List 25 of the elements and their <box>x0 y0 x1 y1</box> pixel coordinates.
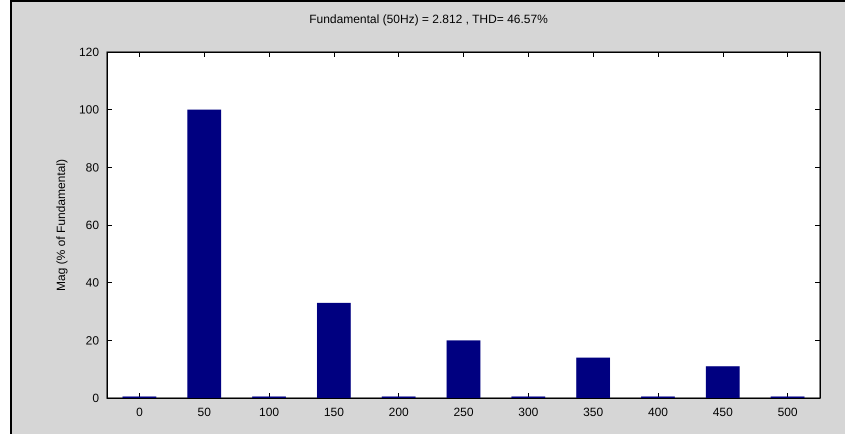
x-tick-label: 0 <box>136 405 144 419</box>
bar <box>446 340 480 398</box>
x-tick-label: 250 <box>453 405 474 419</box>
y-tick-label: 0 <box>92 391 100 405</box>
x-tick-label: 200 <box>388 405 410 419</box>
y-tick-label: 20 <box>86 333 100 348</box>
x-tick-label: 500 <box>778 405 798 419</box>
y-axis-title: Mag (% of Fundamental) <box>54 158 68 292</box>
y-tick-label: 120 <box>78 45 100 59</box>
y-tick-label: 80 <box>86 160 100 174</box>
x-tick-label: 400 <box>648 405 668 419</box>
y-tick-label: 100 <box>78 102 100 117</box>
y-tick-label: 40 <box>86 276 100 290</box>
x-tick-label: 100 <box>259 405 280 419</box>
y-tick-label: 60 <box>86 218 100 232</box>
x-tick-label: 150 <box>324 405 344 419</box>
bar <box>706 366 740 398</box>
bar <box>316 302 351 398</box>
x-tick-label: 50 <box>198 405 212 419</box>
x-tick-label: 300 <box>518 405 539 419</box>
x-tick-label: 350 <box>583 405 604 419</box>
x-tick-label: 450 <box>712 405 734 419</box>
bar <box>576 358 610 398</box>
bar <box>187 110 222 398</box>
chart-title: Fundamental (50Hz) = 2.812 , THD= 46.57% <box>309 12 548 26</box>
